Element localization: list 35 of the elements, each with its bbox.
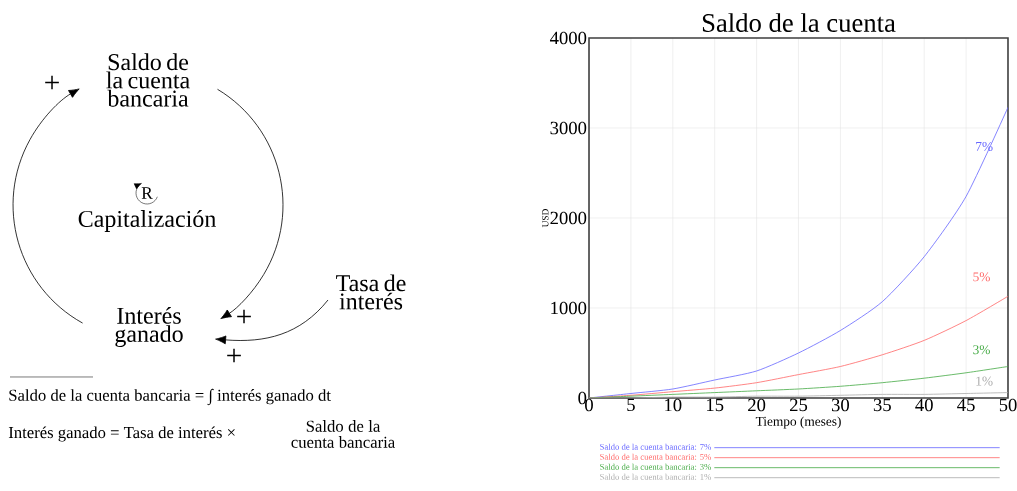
text: Saldo de la cuenta bancaria: 5%: [600, 453, 711, 460]
x-tick-label: 25: [789, 398, 808, 412]
annotation: 5%: [973, 272, 990, 282]
x-tick-label: 20: [748, 398, 766, 412]
text: Saldo de la cuenta bancaria: [291, 420, 395, 448]
text: +: [45, 75, 59, 90]
y-tick-label: 2000: [550, 211, 587, 225]
text: R: [141, 187, 153, 199]
x-tick-label: 50: [999, 398, 1017, 412]
text: Interés ganado = Tasa de interés ×: [8, 426, 235, 442]
y-tick-label: 4000: [549, 31, 587, 45]
annotation: 1%: [976, 376, 993, 386]
text: Interés ganado: [115, 306, 183, 348]
x-tick-label: 40: [915, 398, 933, 412]
text: Tasa de interés: [336, 274, 406, 310]
y-tick-label: 3000: [550, 121, 587, 135]
text: Saldo de la cuenta bancaria: 3%: [600, 463, 711, 470]
x-axis-title: Tiempo (meses): [755, 416, 841, 429]
x-tick-label: 10: [665, 398, 682, 412]
text: +: [237, 309, 251, 324]
text: +: [227, 348, 241, 363]
text: Saldo de la cuenta bancaria: 7%: [600, 443, 711, 450]
text: Saldo de la cuenta bancaria = ∫ interés ganado dt: [9, 388, 331, 406]
x-tick-label: 15: [707, 398, 724, 412]
chart-title: Saldo de la cuenta: [702, 13, 896, 32]
annotation: 3%: [973, 345, 990, 355]
x-tick-label: 30: [831, 398, 850, 412]
text: Saldo de la cuenta bancaria: [106, 53, 190, 107]
y-tick-label: 1000: [551, 301, 587, 315]
y-axis-title: USD: [542, 209, 549, 228]
x-tick-label: 45: [957, 398, 975, 412]
x-tick-label: 35: [873, 398, 891, 412]
x-tick-label: 5: [627, 398, 635, 412]
text: Capitalización: [78, 210, 216, 232]
annotation: 7%: [976, 141, 993, 152]
